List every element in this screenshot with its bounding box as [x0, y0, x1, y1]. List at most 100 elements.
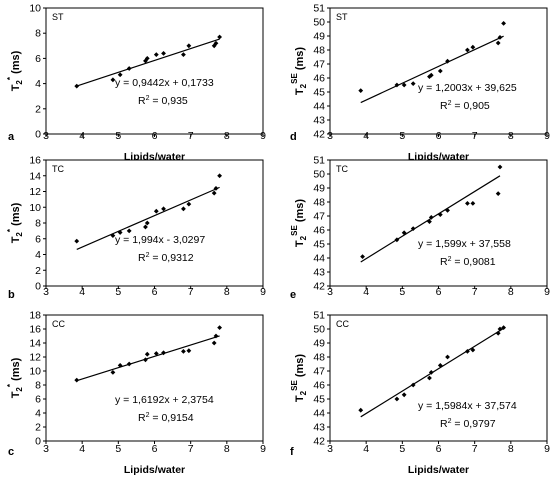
y-tick-label: 51: [313, 310, 325, 322]
y-tick-label: 42: [313, 436, 325, 448]
y-tick-label: 8: [35, 28, 41, 40]
y-tick-label: 44: [313, 253, 325, 265]
r-squared: R2 = 0,9081: [440, 256, 496, 268]
y-tick-label: 43: [313, 267, 325, 279]
panel-tag: CC: [52, 319, 65, 329]
data-point: [495, 40, 501, 46]
y-tick-label: 6: [35, 394, 41, 406]
data-point: [217, 34, 223, 40]
x-axis-label: Lipids/water: [408, 464, 469, 476]
x-tick-label: 6: [152, 443, 158, 455]
data-point: [358, 407, 364, 413]
regression-equation: y = 1,5984x + 37,574: [418, 400, 517, 412]
y-tick-label: 49: [313, 183, 325, 195]
x-tick-label: 4: [79, 130, 85, 142]
y-tick-label: 48: [313, 197, 325, 209]
y-tick-label: 18: [29, 310, 41, 322]
data-point: [427, 375, 432, 381]
y-tick-label: 43: [313, 115, 325, 127]
y-tick-label: 16: [29, 324, 41, 336]
panel-tag: ST: [336, 12, 348, 22]
data-point: [437, 68, 443, 74]
r-squared: R2 = 0,9312: [138, 252, 194, 264]
x-tick-label: 8: [508, 443, 514, 455]
data-point: [470, 347, 476, 353]
trend-line: [360, 35, 504, 104]
data-point: [74, 377, 80, 383]
trend-line: [76, 38, 220, 87]
panel-letter: c: [8, 446, 14, 458]
plot-area: [329, 314, 548, 442]
x-tick-label: 8: [508, 130, 514, 142]
x-tick-label: 4: [363, 286, 369, 298]
panel-tag: TC: [52, 164, 64, 174]
x-tick-label: 7: [188, 286, 194, 298]
data-point: [161, 50, 166, 56]
x-tick-label: 8: [224, 443, 230, 455]
panel-letter: a: [8, 131, 15, 143]
panel-letter: d: [290, 131, 297, 143]
y-tick-label: 10: [29, 202, 41, 214]
x-tick-label: 6: [436, 443, 442, 455]
data-point: [110, 77, 116, 83]
x-tick-label: 4: [79, 286, 85, 298]
r-squared: R2 = 0,9797: [440, 418, 496, 430]
data-point: [465, 47, 470, 53]
r-squared: R2 = 0,9154: [138, 412, 194, 424]
x-tick-label: 9: [260, 286, 266, 298]
data-point: [445, 58, 450, 64]
y-tick-label: 14: [29, 338, 41, 350]
data-point: [497, 164, 503, 170]
y-tick-label: 47: [313, 59, 325, 71]
regression-equation: y = 0,9442x + 0,1733: [115, 77, 214, 89]
y-tick-label: 46: [313, 73, 325, 85]
y-tick-label: 10: [29, 3, 41, 15]
x-tick-label: 3: [327, 286, 333, 298]
panel-letter: b: [8, 289, 15, 301]
data-point: [428, 72, 434, 78]
y-tick-label: 47: [313, 366, 325, 378]
data-point: [501, 20, 507, 26]
data-point: [117, 362, 123, 368]
x-tick-label: 9: [260, 130, 266, 142]
plot-area: [45, 159, 264, 287]
x-tick-label: 6: [436, 286, 442, 298]
y-tick-label: 44: [313, 408, 325, 420]
y-tick-label: 6: [35, 53, 41, 65]
x-tick-label: 5: [399, 286, 405, 298]
plot-area: [329, 159, 548, 287]
y-tick-label: 50: [313, 17, 325, 29]
x-tick-label: 6: [436, 130, 442, 142]
data-point: [186, 201, 192, 207]
y-tick-label: 44: [313, 101, 325, 113]
x-tick-label: 8: [508, 286, 514, 298]
x-tick-label: 5: [399, 130, 405, 142]
y-tick-label: 2: [35, 422, 41, 434]
data-point: [181, 348, 186, 354]
data-point: [143, 357, 148, 363]
y-tick-label: 42: [313, 281, 325, 293]
data-point: [126, 361, 132, 367]
panel-letter: f: [290, 446, 294, 458]
data-point: [401, 230, 407, 236]
y-axis-label: T2* (ms): [6, 202, 24, 243]
x-tick-label: 7: [188, 130, 194, 142]
x-tick-label: 9: [544, 286, 550, 298]
x-tick-label: 7: [472, 443, 478, 455]
chart-panel-c: 3 4 5 6 7 8 9 0 2 4 6 8 10 12 14 16 18 T2* (ms) Lipids/wat…: [6, 310, 266, 477]
y-tick-label: 2: [35, 103, 41, 115]
y-tick-label: 49: [313, 338, 325, 350]
data-point: [74, 83, 80, 89]
y-tick-label: 10: [29, 366, 41, 378]
x-tick-label: 3: [43, 130, 49, 142]
y-tick-label: 48: [313, 45, 325, 57]
x-tick-label: 4: [363, 443, 369, 455]
y-axis-label: T2SE (ms): [290, 354, 308, 402]
y-tick-label: 2: [35, 265, 41, 277]
y-tick-label: 4: [35, 408, 41, 420]
y-tick-label: 43: [313, 422, 325, 434]
x-tick-label: 3: [43, 286, 49, 298]
